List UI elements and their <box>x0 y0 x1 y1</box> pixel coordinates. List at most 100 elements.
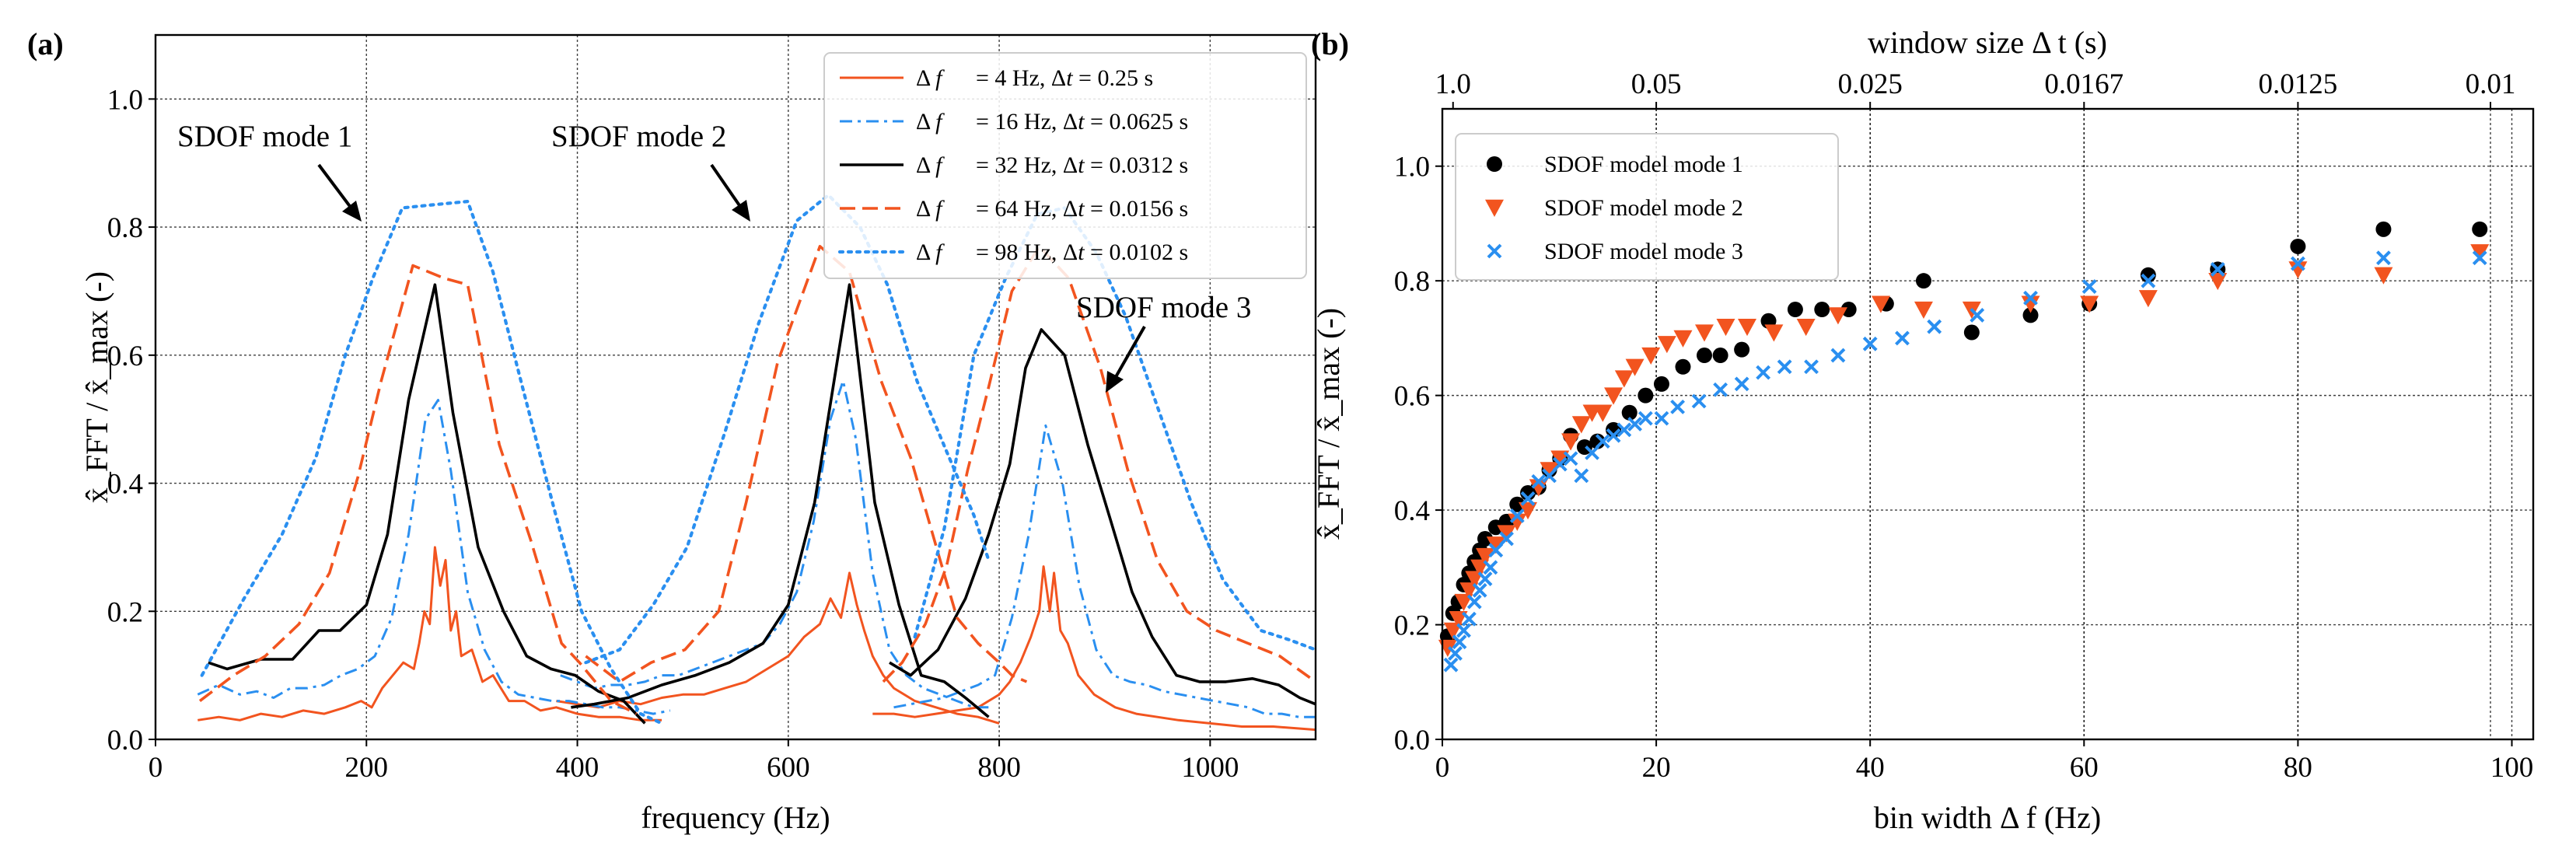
series-4-segment-3 <box>882 244 1316 683</box>
point-mode-3 <box>1574 468 1589 484</box>
panel-b-ylabel: x̂_FFT / x̂_max (-) <box>1311 308 1346 540</box>
panel-a-xtick-label: 1000 <box>1181 752 1239 784</box>
legend-a-label-2: Δ f = 16 Hz, Δt = 0.0625 s <box>916 109 1188 135</box>
annotation-mode-3-text: SDOF mode 3 <box>1076 291 1251 324</box>
scatter-series-3 <box>1443 250 2487 673</box>
point-mode-2 <box>1486 536 1505 554</box>
annotation-mode-2-text: SDOF mode 2 <box>551 120 726 153</box>
point-mode-3 <box>2472 250 2487 266</box>
series-2-segment-2 <box>560 379 991 709</box>
point-mode-1 <box>1696 348 1712 364</box>
point-mode-3 <box>1448 645 1463 661</box>
series-5-segment-2 <box>584 193 991 665</box>
point-mode-3 <box>1638 411 1653 426</box>
point-mode-1 <box>1589 433 1606 449</box>
panel-b-ytick-label: 0.6 <box>1394 381 1430 413</box>
annotation-mode-3-arrowhead <box>1106 371 1124 393</box>
point-mode-2 <box>2138 290 2158 308</box>
panel-b-frame <box>1441 107 2535 741</box>
point-mode-1 <box>1621 404 1638 421</box>
point-mode-3 <box>1477 571 1493 586</box>
point-mode-1 <box>1712 348 1728 364</box>
point-mode-2 <box>1694 324 1714 342</box>
panel-b-ticks: 0 20 40 60 80 100 0.0 0.2 0.4 0.6 0.8 1.0 1.0 0.05 0.0… <box>1394 68 2533 784</box>
panel-b-top-xlabel: window size Δ t (s) <box>1868 25 2107 60</box>
point-mode-3 <box>1670 399 1686 414</box>
point-mode-3 <box>2081 279 2097 294</box>
point-mode-3 <box>2376 250 2391 266</box>
point-mode-2 <box>1657 336 1676 354</box>
panel-a-legend-box <box>823 52 1307 279</box>
point-mode-3 <box>1483 560 1498 575</box>
panel-b-ytick-label: 0.0 <box>1394 725 1430 756</box>
point-mode-1 <box>2472 221 2488 237</box>
annotation-mode-1-arrowhead <box>342 201 362 222</box>
point-mode-3 <box>1895 330 1910 346</box>
point-mode-2 <box>1604 387 1624 405</box>
panel-b-xtick-label: 20 <box>1642 752 1671 784</box>
point-mode-3 <box>1466 594 1482 610</box>
panel-a-ytick-label: 0.0 <box>107 725 143 756</box>
point-mode-3 <box>1452 634 1467 650</box>
panel-b-xlabel: bin width Δ f (Hz) <box>1874 800 2101 835</box>
legend-b-label-1: SDOF model mode 1 <box>1544 152 1743 177</box>
panel-b-top-tick-label: 0.01 <box>2466 68 2516 100</box>
panel-a-legend: Δ f = 4 Hz, Δt = 0.25 s Δ f = 16 Hz, Δt = 0… <box>823 52 1307 279</box>
point-mode-2 <box>1764 324 1784 342</box>
point-mode-2 <box>1540 462 1559 480</box>
point-mode-1 <box>1509 496 1526 512</box>
point-mode-2 <box>1519 501 1538 520</box>
point-mode-3 <box>1627 417 1643 432</box>
point-mode-2 <box>2208 272 2228 291</box>
point-mode-1 <box>1653 376 1669 392</box>
point-mode-3 <box>1927 319 1942 334</box>
panel-b-legend: SDOF model mode 1 SDOF model mode 2 SDOF m… <box>1455 133 1839 281</box>
panel-a-ytick-label: 1.0 <box>107 84 143 116</box>
series-2-segment-3 <box>893 424 1316 718</box>
legend-b-marker-2 <box>1485 199 1504 217</box>
panel-b-top-tick-label: 0.05 <box>1631 68 1682 100</box>
series-1-segment-2 <box>556 571 1000 725</box>
panel-b-top-tick-label: 0.0125 <box>2259 68 2338 100</box>
panel-a: (a) 0 200 400 600 800 10000.00.20.40.60.81.0 … <box>27 26 1317 835</box>
point-mode-3 <box>1456 623 1471 638</box>
panel-a-frame <box>154 33 1317 741</box>
point-mode-2 <box>1796 318 1816 337</box>
point-mode-3 <box>1509 508 1525 523</box>
point-mode-1 <box>1915 273 1931 289</box>
panel-b-top-tick-label: 1.0 <box>1435 68 1471 100</box>
series-4-segment-1 <box>198 264 638 715</box>
point-mode-3 <box>1862 336 1878 351</box>
point-mode-1 <box>2022 307 2039 323</box>
point-mode-3 <box>1830 348 1846 363</box>
point-mode-2 <box>1593 404 1613 422</box>
legend-b-label-2: SDOF model mode 2 <box>1544 195 1743 221</box>
series-1-segment-3 <box>872 565 1316 732</box>
point-mode-2 <box>1828 307 1847 325</box>
panel-a-xtick-label: 800 <box>977 752 1021 784</box>
point-mode-3 <box>1531 473 1547 489</box>
point-mode-1 <box>1477 530 1494 547</box>
panel-b-ytick-label: 0.8 <box>1394 266 1430 298</box>
annotation-mode-1: SDOF mode 1 <box>177 120 362 222</box>
series-3-segment-3 <box>889 328 1316 706</box>
panel-a-xtick-label: 200 <box>345 752 389 784</box>
point-mode-2 <box>1738 318 1757 337</box>
panel-a-label: (a) <box>27 26 64 61</box>
series-5-segment-3 <box>913 206 1316 652</box>
point-mode-1 <box>2375 221 2392 237</box>
point-mode-2 <box>1449 610 1468 629</box>
scatter-series-1 <box>1439 221 2488 645</box>
point-mode-3 <box>1617 422 1632 438</box>
panel-b-xtick-label: 100 <box>2490 752 2534 784</box>
panel-b-label: (b) <box>1311 26 1349 61</box>
panel-a-ylabel: x̂_FFT / x̂_max (-) <box>79 271 114 503</box>
point-mode-2 <box>1625 358 1645 376</box>
annotation-mode-2: SDOF mode 2 <box>551 120 750 222</box>
panel-a-xtick-label: 0 <box>149 752 163 784</box>
point-mode-2 <box>2374 267 2393 285</box>
panel-b-ylabel-text: x̂_FFT / x̂_max (-) <box>1311 308 1346 540</box>
point-mode-2 <box>1673 330 1693 348</box>
annotation-mode-1-text: SDOF mode 1 <box>177 120 352 153</box>
point-mode-1 <box>1675 358 1691 375</box>
